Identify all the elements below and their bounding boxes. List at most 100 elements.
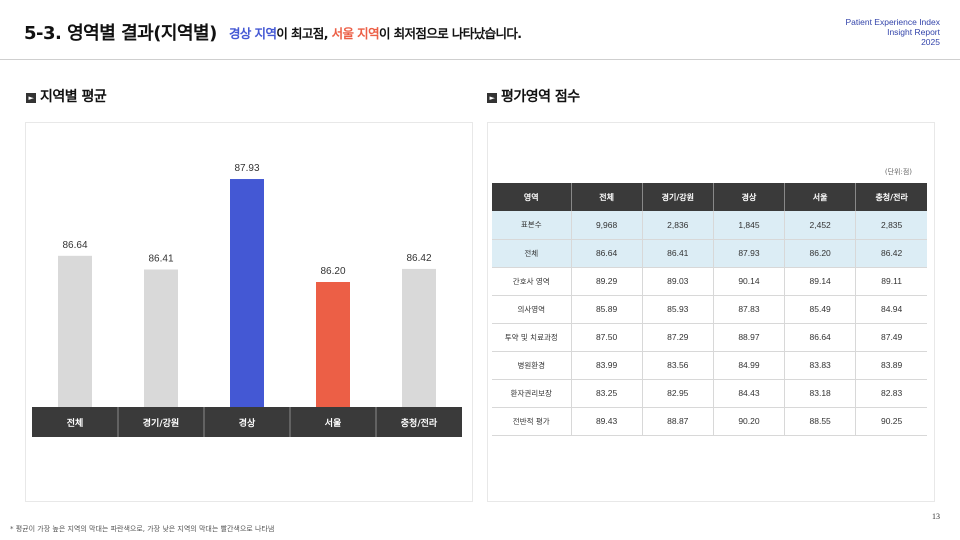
table-cell: 84.94 bbox=[855, 295, 927, 324]
table-header-row: 영역 전체 경기/강원 경상 서울 충청/전라 bbox=[492, 183, 927, 211]
table-cell: 83.99 bbox=[571, 351, 643, 380]
table-cell: 88.55 bbox=[784, 407, 857, 436]
bar bbox=[144, 269, 178, 407]
table-cell: 86.20 bbox=[784, 239, 857, 268]
table-row: 전반적 평가 89.43 88.87 90.20 88.55 90.25 bbox=[492, 407, 927, 436]
table-cell: 89.29 bbox=[571, 267, 643, 296]
table-row-label: 의사영역 bbox=[492, 295, 572, 324]
report-info: Patient Experience Index Insight Report … bbox=[845, 17, 940, 47]
table-cell: 85.49 bbox=[784, 295, 857, 324]
table-cell: 83.83 bbox=[784, 351, 857, 380]
bar bbox=[316, 282, 350, 407]
table-cell: 90.14 bbox=[713, 267, 786, 296]
bar bbox=[402, 268, 436, 407]
page-subtitle: 경상 지역이 최고점, 서울 지역이 최저점으로 나타났습니다. bbox=[229, 23, 522, 42]
table-row: 간호사 영역 89.29 89.03 90.14 89.14 89.11 bbox=[492, 267, 927, 296]
table-header-cell: 경기/강원 bbox=[642, 183, 714, 211]
bar-data-label: 86.20 bbox=[320, 266, 345, 277]
section-arrow-icon: ► bbox=[26, 93, 36, 103]
table-header-cell: 경상 bbox=[713, 183, 786, 211]
table-cell: 89.11 bbox=[855, 267, 927, 296]
table-cell: 86.41 bbox=[642, 239, 714, 268]
table-header-cell: 서울 bbox=[784, 183, 857, 211]
table-cell: 83.25 bbox=[571, 379, 643, 408]
table-cell: 82.83 bbox=[855, 379, 927, 408]
left-section-title-text: 지역별 평균 bbox=[40, 89, 107, 105]
table-header-cell: 영역 bbox=[492, 183, 572, 211]
table-cell: 88.87 bbox=[642, 407, 714, 436]
subtitle-highest-region: 경상 지역 bbox=[229, 26, 277, 41]
table-header-cell: 전체 bbox=[571, 183, 643, 211]
bar bbox=[230, 179, 264, 407]
table-cell: 2,835 bbox=[855, 211, 927, 240]
table-row: 투약 및 치료과정 87.50 87.29 88.97 86.64 87.49 bbox=[492, 323, 927, 352]
table-cell: 90.25 bbox=[855, 407, 927, 436]
evaluation-score-table: 영역 전체 경기/강원 경상 서울 충청/전라 표본수 9,968 2,836 1,845 2,4… bbox=[492, 183, 927, 436]
category-label: 충청/전라 bbox=[401, 417, 438, 429]
table-cell: 82.95 bbox=[642, 379, 714, 408]
table-cell: 87.29 bbox=[642, 323, 714, 352]
table-cell: 1,845 bbox=[713, 211, 786, 240]
table-cell: 83.56 bbox=[642, 351, 714, 380]
table-row-label: 전체 bbox=[492, 239, 572, 268]
table-cell: 86.64 bbox=[784, 323, 857, 352]
category-label: 서울 bbox=[325, 417, 342, 429]
evaluation-score-panel: (단위:점) 영역 전체 경기/강원 경상 서울 충청/전라 표본수 9,968 2,836 1… bbox=[487, 122, 935, 502]
page-header: 5-3. 영역별 결과(지역별) 경상 지역이 최고점, 서울 지역이 최저점으… bbox=[0, 0, 960, 60]
table-row: 병원환경 83.99 83.56 84.99 83.83 83.89 bbox=[492, 351, 927, 380]
table-cell: 89.43 bbox=[571, 407, 643, 436]
table-cell: 86.42 bbox=[855, 239, 927, 268]
table-cell: 2,452 bbox=[784, 211, 857, 240]
report-name: Patient Experience Index bbox=[845, 17, 940, 27]
table-cell: 2,836 bbox=[642, 211, 714, 240]
table-cell: 87.83 bbox=[713, 295, 786, 324]
right-section-title-text: 평가영역 점수 bbox=[501, 89, 580, 105]
table-cell: 85.89 bbox=[571, 295, 643, 324]
table-cell: 87.93 bbox=[713, 239, 786, 268]
right-section-title: ► 평가영역 점수 bbox=[487, 86, 580, 106]
page-number: 13 bbox=[932, 512, 940, 521]
subtitle-text-2: 이 최저점으로 나타났습니다. bbox=[378, 26, 522, 41]
table-cell: 88.97 bbox=[713, 323, 786, 352]
table-row-label: 투약 및 치료과정 bbox=[492, 323, 572, 352]
table-row-label: 표본수 bbox=[492, 211, 572, 240]
table-cell: 89.03 bbox=[642, 267, 714, 296]
report-year: 2025 bbox=[921, 37, 940, 47]
table-row: 환자권리보장 83.25 82.95 84.43 83.18 82.83 bbox=[492, 379, 927, 408]
table-row-label: 병원환경 bbox=[492, 351, 572, 380]
section-arrow-icon: ► bbox=[487, 93, 497, 103]
table-header-cell: 충청/전라 bbox=[855, 183, 927, 211]
bar-data-label: 86.42 bbox=[406, 253, 431, 264]
left-section-title: ► 지역별 평균 bbox=[26, 86, 107, 106]
page-title: 5-3. 영역별 결과(지역별) bbox=[24, 23, 217, 44]
bar-data-label: 86.64 bbox=[62, 240, 87, 251]
bar bbox=[58, 255, 92, 407]
footnote: * 평균이 가장 높은 지역의 막대는 파란색으로, 가장 낮은 지역의 막대는… bbox=[10, 525, 275, 533]
subtitle-lowest-region: 서울 지역 bbox=[331, 26, 380, 41]
bar-data-label: 87.93 bbox=[234, 163, 259, 174]
table-cell: 90.20 bbox=[713, 407, 786, 436]
category-label: 경상 bbox=[239, 417, 256, 429]
regional-average-bar-chart: 86.64 전체 86.41 경기/강원 87.93 경상 86.20 서울 86.42 충청/전… bbox=[32, 163, 462, 437]
table-row: 의사영역 85.89 85.93 87.83 85.49 84.94 bbox=[492, 295, 927, 324]
table-cell: 89.14 bbox=[784, 267, 857, 296]
regional-average-chart-panel: 86.64 전체 86.41 경기/강원 87.93 경상 86.20 서울 86.42 충청/전… bbox=[25, 122, 473, 502]
table-cell: 83.18 bbox=[784, 379, 857, 408]
table-row: 전체 86.64 86.41 87.93 86.20 86.42 bbox=[492, 239, 927, 268]
category-label: 전체 bbox=[67, 417, 84, 429]
bar-data-label: 86.41 bbox=[148, 254, 173, 265]
table-cell: 84.43 bbox=[713, 379, 786, 408]
table-row-label: 환자권리보장 bbox=[492, 379, 572, 408]
unit-label: (단위:점) bbox=[884, 168, 912, 176]
table-row: 표본수 9,968 2,836 1,845 2,452 2,835 bbox=[492, 211, 927, 240]
table-cell: 87.49 bbox=[855, 323, 927, 352]
table-cell: 83.89 bbox=[855, 351, 927, 380]
table-cell: 87.50 bbox=[571, 323, 643, 352]
subtitle-text-1: 이 최고점, bbox=[276, 26, 332, 41]
category-label-strip bbox=[32, 407, 462, 437]
report-type: Insight Report bbox=[887, 27, 940, 37]
category-label: 경기/강원 bbox=[143, 417, 179, 429]
table-cell: 86.64 bbox=[571, 239, 643, 268]
table-cell: 84.99 bbox=[713, 351, 786, 380]
table-cell: 9,968 bbox=[571, 211, 643, 240]
